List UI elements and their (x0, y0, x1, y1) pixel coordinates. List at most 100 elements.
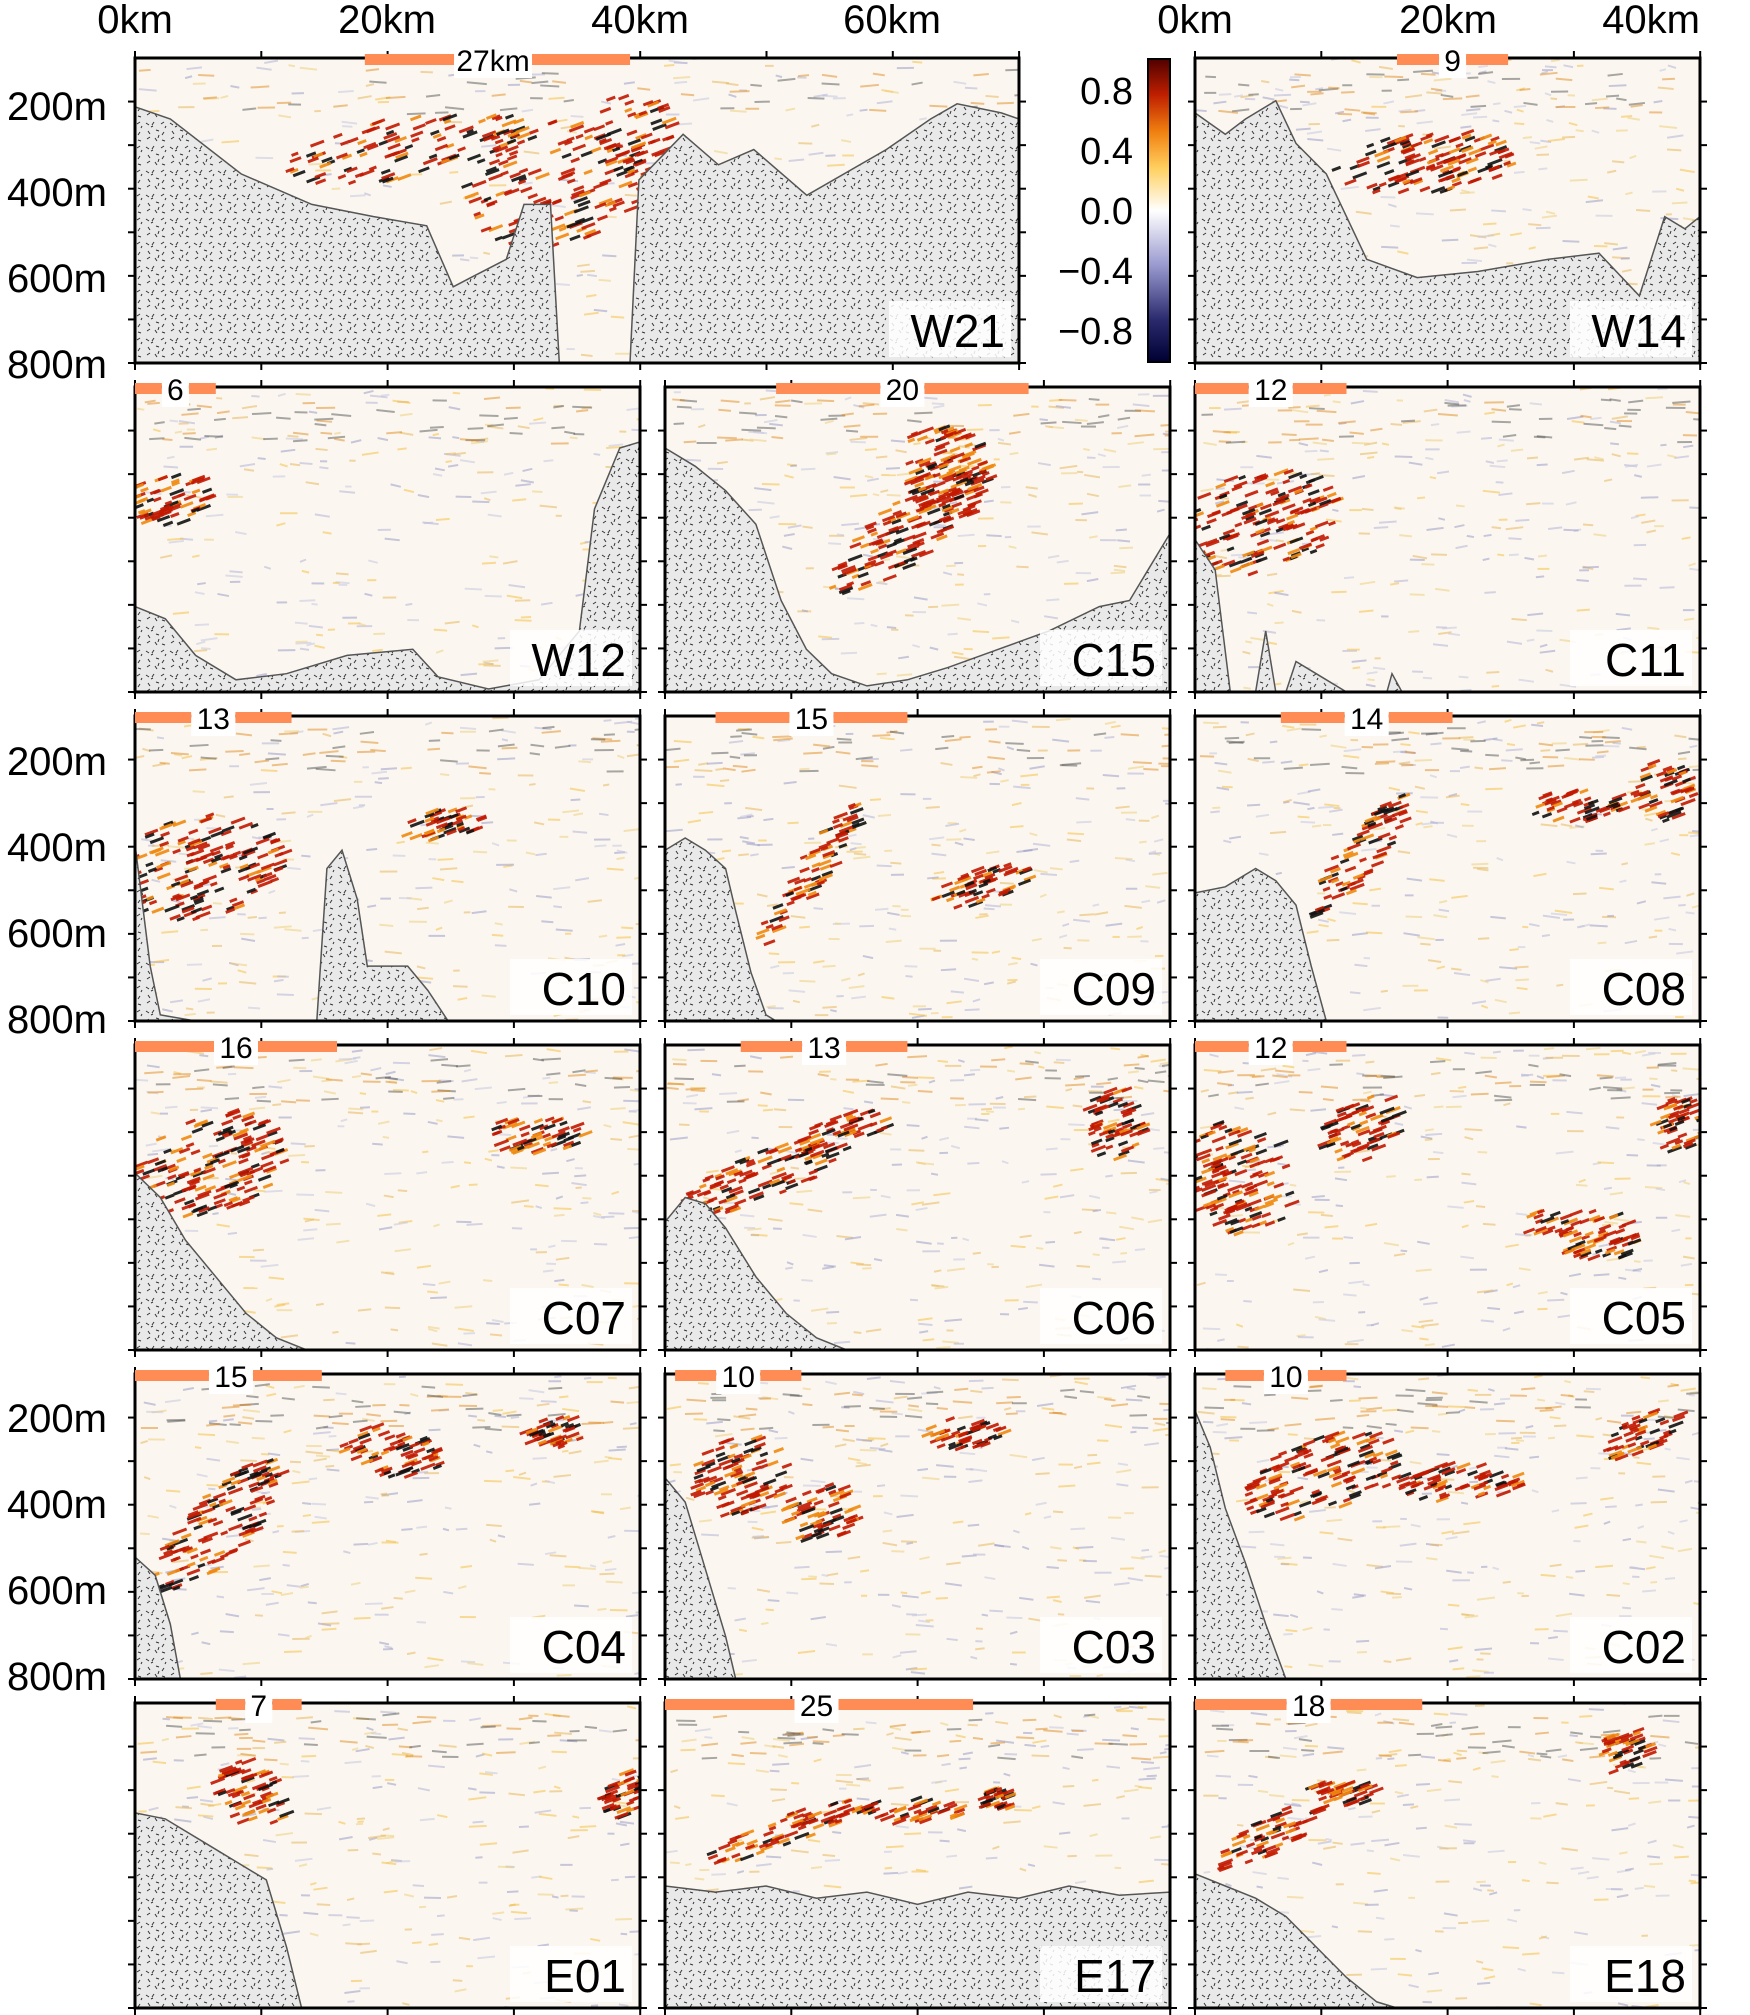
scale-bar-left (364, 54, 455, 65)
scale-bar-left (135, 712, 192, 723)
seafloor-rock (135, 844, 196, 1021)
depth-label: 800m (7, 343, 107, 387)
scale-bar-label-bg (789, 708, 834, 736)
section-panel-c10: 13 C10 (128, 703, 647, 1028)
scale-bar-right (833, 712, 908, 723)
scale-bar-label-bg (1248, 1037, 1293, 1065)
reflector-clusters (690, 1416, 1012, 1543)
seismic-noise (1196, 1374, 1700, 1679)
panel-name-bg (1040, 1617, 1162, 1673)
panel-ticks (658, 709, 1177, 1028)
section-panel-c03: 10 C03 (658, 1361, 1177, 1686)
scale-bar-label: 18 (1292, 1690, 1325, 1723)
panel-name-bg (889, 301, 1011, 357)
scale-bar-label: 14 (1350, 703, 1383, 736)
panel-name-bg (1570, 1946, 1692, 2002)
panel-name-bg (510, 630, 632, 686)
panel-name-bg (510, 1288, 632, 1344)
scale-bar-label: 10 (722, 1361, 755, 1394)
panel-name: C15 (1072, 634, 1156, 686)
scale-bar-right (1292, 383, 1347, 394)
scale-bar-right (924, 383, 1029, 394)
seafloor-rock (135, 1555, 182, 1679)
seafloor-rock (665, 1476, 737, 1679)
section-panel-c08: 14 C08 (1188, 703, 1707, 1028)
scale-bar-left (665, 1699, 795, 1710)
reflector-clusters (135, 1108, 593, 1220)
panel-name-bg (1040, 959, 1162, 1015)
scale-bar-label-bg (161, 379, 189, 407)
panel-ticks (1188, 1038, 1707, 1357)
top-axis-label: 0km (1157, 0, 1233, 42)
scale-bar-label-bg (214, 1037, 258, 1065)
seafloor-rock (1195, 538, 1277, 692)
scale-bar-label: 15 (795, 703, 828, 736)
depth-labels-row3: 200m 400m 600m 800m (7, 740, 107, 1042)
seismic-noise (665, 717, 1170, 1019)
scale-bar-left (1280, 712, 1345, 723)
seafloor-rock (316, 848, 449, 1021)
scale-bar-label: 15 (214, 1361, 247, 1394)
scale-bar-right (1330, 1699, 1423, 1710)
colorbar-tick-label: 0.4 (1080, 131, 1133, 173)
scale-bar-label-bg (1439, 50, 1467, 78)
scale-bar-label-bg (1263, 1366, 1308, 1394)
scale-bar-left (1225, 1370, 1264, 1381)
scale-bar-left (135, 1370, 209, 1381)
reflector-clusters (1244, 1407, 1689, 1522)
scale-bar-right (838, 1699, 974, 1710)
scale-bar-label-bg (1344, 708, 1389, 736)
colorbar-tick-label: 0.0 (1080, 191, 1133, 233)
scale-bar-label: 12 (1254, 374, 1287, 407)
reflector-clusters (679, 1086, 1151, 1216)
scale-bar-right (188, 383, 216, 394)
depth-label: 800m (7, 998, 107, 1042)
panels: 27km W21 9 W14 6 W12 20 C15 12 C11 13 C10 15 C09 14 C08… (128, 45, 1707, 2015)
scale-bar-left (1195, 1041, 1249, 1052)
reflector-clusters (1195, 468, 1344, 577)
seafloor-rock (665, 837, 778, 1021)
scale-bar-label-bg (716, 1366, 761, 1394)
top-axis-label: 0km (97, 0, 173, 42)
scale-bar-right (252, 1370, 322, 1381)
reflector-clusters (1308, 758, 1699, 919)
scale-bar-label: 20 (886, 374, 919, 407)
panel-ticks (1188, 1696, 1707, 2015)
scale-bar-label: 12 (1254, 1032, 1287, 1065)
panel-name: W14 (1591, 305, 1686, 357)
reflector-clusters (147, 1414, 584, 1594)
seafloor-rock (1195, 1410, 1287, 1679)
seafloor-rock (1386, 671, 1403, 692)
panel-name-bg (1040, 630, 1162, 686)
colorbar-tick-label: −0.8 (1058, 311, 1133, 353)
top-axis-labels-right: 0km 20km 40km (1157, 0, 1700, 42)
panel-name: C11 (1605, 634, 1686, 686)
panel-name: W12 (531, 634, 626, 686)
scale-bar-label-bg (880, 379, 925, 407)
depth-label: 400m (7, 171, 107, 215)
scale-bar-left (135, 383, 162, 394)
scale-bar-right (846, 1041, 908, 1052)
panel-name: C04 (542, 1621, 626, 1673)
seismic-noise (137, 1705, 640, 2008)
section-panel-c05: 12 C05 (1188, 1032, 1707, 1357)
scale-bar-left (776, 383, 881, 394)
reflector-clusters (285, 93, 680, 250)
depth-label: 600m (7, 1569, 107, 1613)
scale-bar-right (760, 1370, 802, 1381)
section-panel-c07: 16 C07 (128, 1032, 647, 1357)
scale-bar-label: 25 (800, 1690, 833, 1723)
panel-ticks (1188, 51, 1707, 370)
panel-ticks (1188, 380, 1707, 699)
panel-name-bg (510, 1946, 632, 2002)
depth-label: 400m (7, 826, 107, 870)
reflector-clusters (1195, 1094, 1700, 1262)
scale-bar-label: 10 (1269, 1361, 1302, 1394)
seafloor-rock (135, 1812, 303, 2008)
reflector-clusters (1331, 128, 1517, 195)
panel-ticks (128, 1696, 647, 2015)
scale-bar-left (135, 1041, 214, 1052)
scale-bar-label-bg (191, 708, 236, 736)
scale-bar-left (1195, 1699, 1287, 1710)
